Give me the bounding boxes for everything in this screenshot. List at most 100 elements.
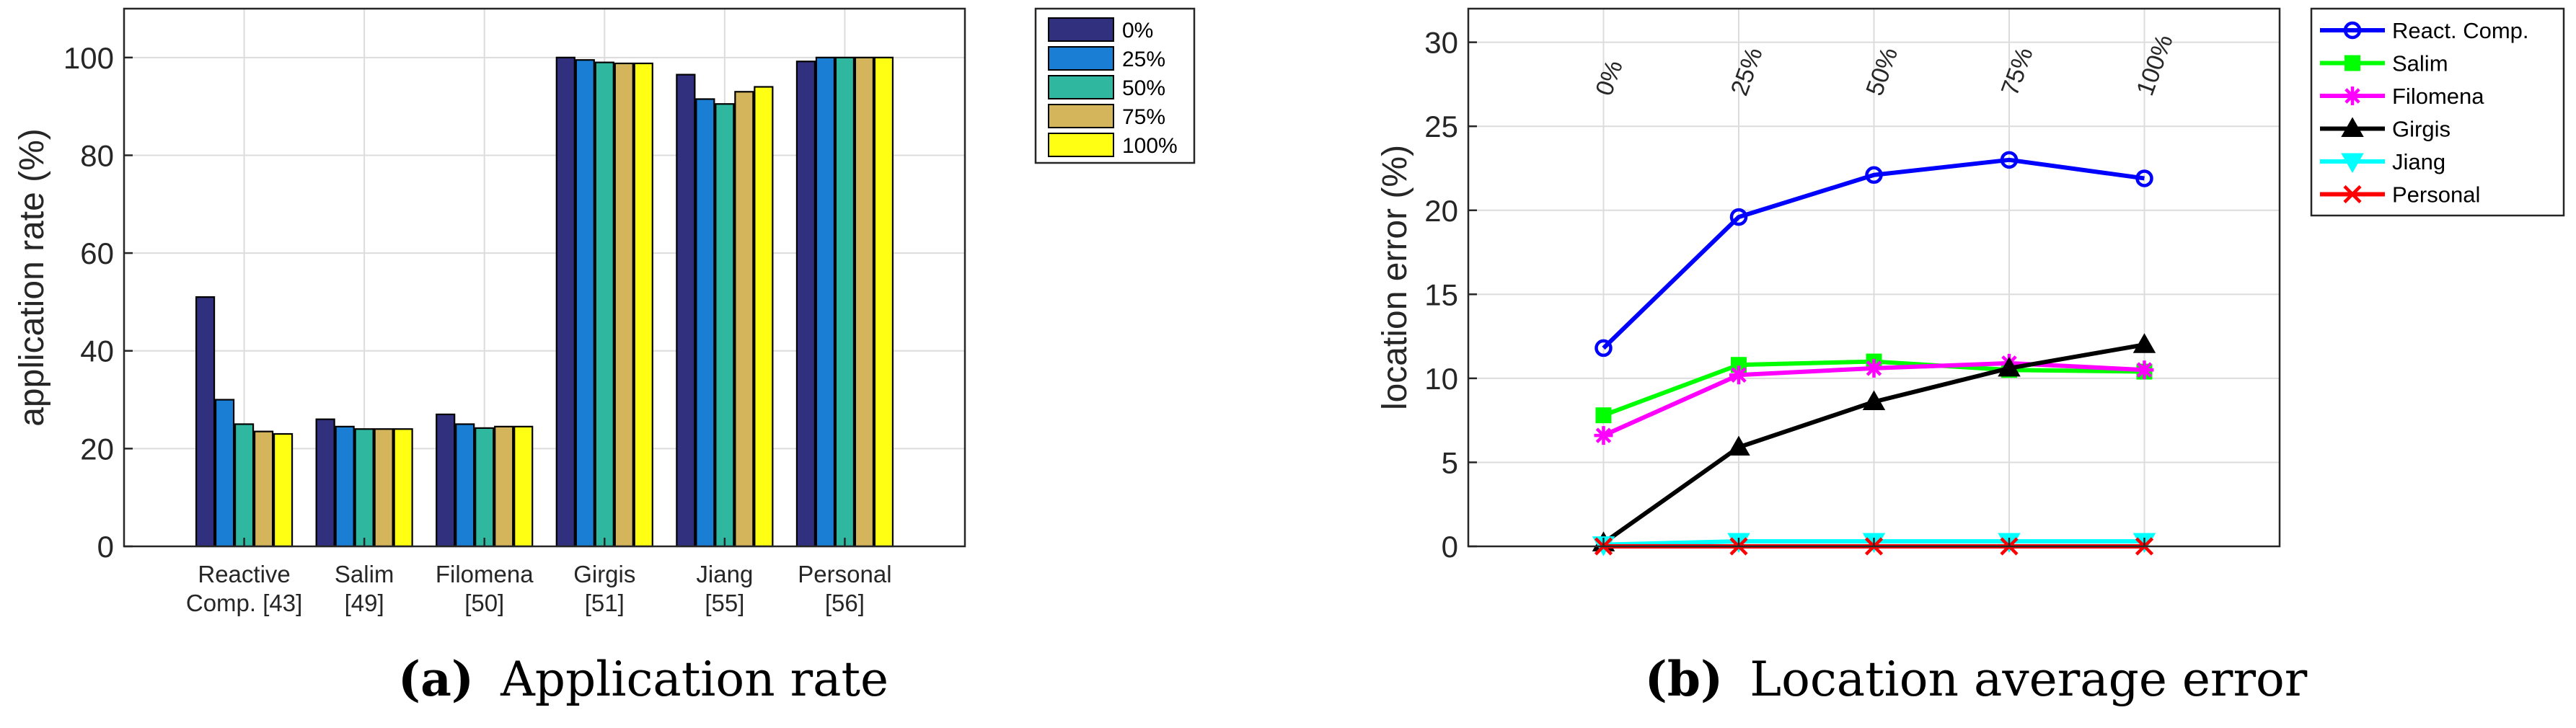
y-tick-label: 30 [1424, 26, 1458, 60]
x-tick-label-line: Jiang [696, 561, 753, 587]
bar [873, 56, 894, 548]
bar [195, 296, 216, 548]
bar [834, 56, 855, 548]
y-tick-label: 20 [80, 432, 114, 466]
legend-label: Girgis [2392, 117, 2451, 142]
bar [513, 425, 534, 548]
series-line [1602, 157, 2145, 350]
legend-label: 100% [1122, 134, 1178, 158]
y-tick-label: 0 [97, 530, 114, 564]
bar [594, 61, 614, 548]
data-point [1595, 407, 1612, 424]
legend-swatch [1048, 75, 1114, 99]
bar [494, 425, 514, 548]
data-point [1594, 339, 1613, 358]
bar [854, 56, 875, 548]
x-tick-label-line: [51] [585, 590, 625, 616]
legend-label: React. Comp. [2392, 18, 2529, 43]
data-point [1998, 356, 2021, 377]
legend-label: Filomena [2392, 84, 2484, 109]
bar [455, 423, 475, 548]
data-point [1862, 390, 1886, 411]
data-point [1594, 426, 1613, 445]
caption-text-a: Application rate [500, 652, 888, 707]
legend-label: 25% [1122, 48, 1165, 71]
legend-b: React. Comp. Salim Filomena Girgis Jiang Pers… [2310, 7, 2565, 217]
bar [393, 428, 413, 548]
x-tick-label: Salim [49] [335, 561, 394, 616]
bar [374, 428, 394, 548]
data-point [2343, 185, 2362, 204]
bar [715, 103, 735, 548]
y-tick-label: 15 [1424, 278, 1458, 311]
bar [676, 74, 696, 548]
legend-a: 0% 25% 50% 75% 100% [1034, 7, 1196, 164]
x-tick-label-line: Salim [335, 561, 394, 587]
y-tick-label: 25 [1424, 110, 1458, 143]
y-tick-label: 60 [80, 236, 114, 270]
y-ticks-b: 0 5 10 15 20 25 30 [1424, 26, 1477, 564]
x-tick-label-line: Reactive [198, 561, 290, 587]
x-tick-label-line: [56] [825, 590, 865, 616]
x-tick-label: Girgis [51] [573, 561, 635, 616]
bar [253, 430, 274, 548]
data-point [1865, 166, 1883, 185]
data-point [2132, 333, 2156, 353]
x-tick-label-line: Personal [798, 561, 891, 587]
x-tick-label-line: Comp. [43] [186, 590, 302, 616]
legend-swatch [1048, 133, 1114, 157]
data-point [2000, 151, 2019, 169]
bar [475, 427, 495, 548]
x-tick-label-line: Girgis [573, 561, 635, 587]
data-point [1864, 358, 1884, 378]
x-tick-label-line: [49] [345, 590, 384, 616]
legend-swatch [1048, 46, 1114, 71]
data-point [1729, 208, 1748, 226]
legend-label: 50% [1122, 76, 1165, 100]
y-axis-label-b: location error (%) [1376, 145, 1414, 410]
bar [695, 98, 715, 548]
bar [754, 86, 774, 548]
bar [815, 56, 836, 548]
bar [234, 423, 255, 548]
x-tick-label: Personal [56] [798, 561, 891, 616]
x-tick-label: Reactive Comp. [43] [186, 561, 302, 616]
plot-frame-a [123, 7, 966, 548]
y-tick-label: 20 [1424, 194, 1458, 228]
x-tick-label-line: [50] [464, 590, 504, 616]
data-point [2345, 55, 2360, 71]
data-point [2343, 21, 2362, 40]
caption-label-a: (a) [398, 651, 474, 707]
y-tick-label: 100 [63, 41, 114, 75]
x-tick-label-line: Filomena [436, 561, 534, 587]
legend-label: 75% [1122, 105, 1165, 129]
data-point [1729, 365, 1748, 385]
caption-b: (b) Location average error [1645, 651, 2308, 707]
x-tick-label: Jiang [55] [696, 561, 753, 616]
x-tick-label: Filomena [50] [436, 561, 534, 616]
legend-label: Personal [2392, 182, 2480, 208]
legend-box [2310, 7, 2565, 217]
y-tick-label: 5 [1442, 445, 1458, 479]
data-point [2135, 360, 2154, 380]
y-tick-label: 10 [1424, 362, 1458, 396]
legend-swatch [1048, 17, 1114, 42]
bar [273, 432, 294, 548]
caption-label-b: (b) [1645, 651, 1724, 707]
bar [214, 399, 235, 548]
legend-label: Jiang [2392, 149, 2445, 174]
y-axis-label-a: application rate (%) [13, 128, 51, 427]
y-tick-label: 40 [80, 334, 114, 368]
legend-swatch [1048, 104, 1114, 128]
bar [436, 413, 456, 548]
caption-a: (a) Application rate [398, 651, 888, 707]
data-point [1727, 435, 1750, 456]
data-point [2341, 153, 2364, 174]
bar [795, 61, 816, 548]
y-tick-label: 0 [1442, 530, 1458, 564]
data-point [2343, 86, 2362, 105]
legend-label: Salim [2392, 51, 2448, 76]
y-tick-label: 80 [80, 138, 114, 172]
